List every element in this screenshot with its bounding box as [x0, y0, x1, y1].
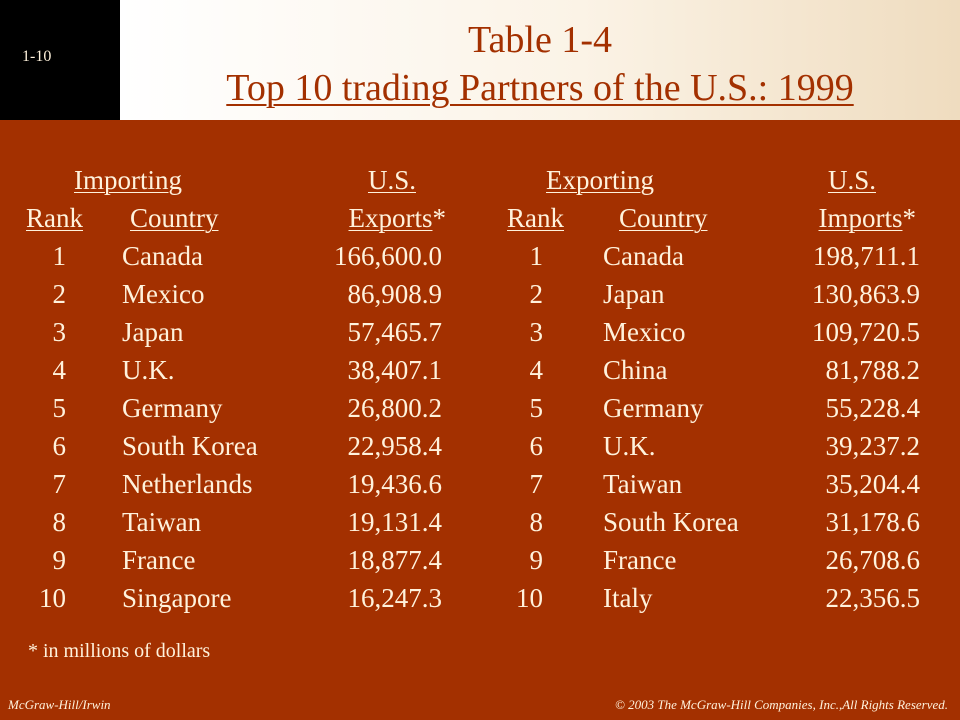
left-rank-cell: 1	[52, 241, 67, 271]
right-country-cell: Canada	[603, 241, 684, 271]
title-header	[120, 0, 960, 120]
right-header-rank: Rank	[507, 203, 564, 233]
right-country-cell: Germany	[603, 393, 704, 423]
right-rank-cell: 7	[529, 469, 544, 499]
left-rank-cell: 5	[52, 393, 67, 423]
left-country-cell: France	[122, 545, 196, 575]
right-country-cell: China	[603, 355, 668, 385]
left-rank-cell: 3	[52, 317, 67, 347]
right-country-cell: U.K.	[603, 431, 656, 461]
left-value-cell: 38,407.1	[347, 355, 443, 385]
left-rank-cell: 2	[52, 279, 67, 309]
footnote: * in millions of dollars	[28, 640, 211, 662]
left-rank-cell: 10	[39, 583, 66, 613]
left-header-rank: Rank	[26, 203, 83, 233]
right-rank-cell: 2	[529, 279, 544, 309]
left-rank-cell: 8	[52, 507, 67, 537]
left-value-cell: 57,465.7	[347, 317, 443, 347]
right-country-cell: South Korea	[603, 507, 739, 537]
left-country-cell: Germany	[122, 393, 223, 423]
right-country-cell: Japan	[603, 279, 665, 309]
left-country-cell: South Korea	[122, 431, 258, 461]
right-rank-cell: 3	[529, 317, 544, 347]
right-value-cell: 35,204.4	[825, 469, 921, 499]
right-rank-cell: 5	[529, 393, 544, 423]
left-rank-cell: 9	[52, 545, 67, 575]
left-rank-cell: 7	[52, 469, 67, 499]
right-rank-cell: 8	[529, 507, 544, 537]
slide-number-box	[0, 0, 120, 120]
right-value-cell: 198,711.1	[813, 241, 920, 271]
left-rank-cell: 4	[52, 355, 67, 385]
left-value-cell: 19,131.4	[347, 507, 443, 537]
footer-copyright: © 2003 The McGraw-Hill Companies, Inc.,A…	[614, 697, 948, 712]
right-country-cell: Taiwan	[603, 469, 683, 499]
right-value-cell: 130,863.9	[812, 279, 920, 309]
right-value-cell: 39,237.2	[825, 431, 921, 461]
right-value-cell: 81,788.2	[825, 355, 921, 385]
left-country-cell: Canada	[122, 241, 203, 271]
right-value-cell: 22,356.5	[825, 583, 921, 613]
right-value-cell: 109,720.5	[812, 317, 920, 347]
left-country-cell: Mexico	[122, 279, 205, 309]
left-value-cell: 22,958.4	[347, 431, 443, 461]
left-value-cell: 16,247.3	[347, 583, 443, 613]
left-country-cell: U.K.	[122, 355, 175, 385]
right-header-country: Country	[619, 203, 708, 233]
left-header-exports: Exports*	[348, 203, 447, 233]
left-value-cell: 19,436.6	[347, 469, 443, 499]
slide-number: 1-10	[22, 48, 52, 65]
right-value-cell: 31,178.6	[825, 507, 921, 537]
right-value-cell: 55,228.4	[825, 393, 921, 423]
right-country-cell: Mexico	[603, 317, 686, 347]
left-value-cell: 18,877.4	[347, 545, 443, 575]
left-value-cell: 26,800.2	[347, 393, 443, 423]
page-title: Table 1-4	[467, 19, 612, 61]
left-country-cell: Singapore	[122, 583, 232, 613]
left-value-cell: 166,600.0	[334, 241, 442, 271]
right-header-exporting: Exporting	[546, 165, 654, 195]
left-header-country: Country	[130, 203, 219, 233]
left-header-importing: Importing	[74, 165, 182, 195]
right-country-cell: Italy	[603, 583, 653, 613]
right-rank-cell: 4	[529, 355, 544, 385]
right-header-us: U.S.	[827, 165, 876, 195]
right-country-cell: France	[603, 545, 677, 575]
page-subtitle: Top 10 trading Partners of the U.S.: 199…	[226, 67, 854, 109]
right-rank-cell: 1	[529, 241, 544, 271]
left-value-cell: 86,908.9	[347, 279, 443, 309]
right-rank-cell: 6	[529, 431, 544, 461]
left-rank-cell: 6	[52, 431, 67, 461]
left-country-cell: Japan	[122, 317, 184, 347]
right-header-imports: Imports*	[818, 203, 917, 233]
left-country-cell: Netherlands	[122, 469, 253, 499]
right-rank-cell: 10	[516, 583, 543, 613]
left-country-cell: Taiwan	[122, 507, 202, 537]
footer-publisher: McGraw-Hill/Irwin	[8, 697, 111, 712]
right-value-cell: 26,708.6	[825, 545, 921, 575]
left-header-us: U.S.	[367, 165, 416, 195]
right-rank-cell: 9	[529, 545, 544, 575]
